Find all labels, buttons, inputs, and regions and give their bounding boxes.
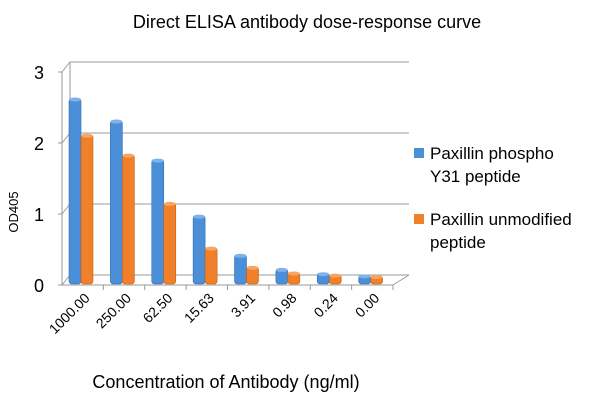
bar-top xyxy=(163,201,176,206)
bar-top xyxy=(205,246,218,251)
bar xyxy=(192,215,206,285)
x-tick-label: 1000.00 xyxy=(46,290,93,337)
legend-label: Paxillin unmodified xyxy=(430,210,572,229)
legend-swatch xyxy=(414,214,424,224)
bar-top xyxy=(370,275,383,280)
legend-swatch xyxy=(414,148,424,158)
bar xyxy=(110,120,123,285)
x-tick-label: 0.00 xyxy=(352,290,383,321)
bar-top xyxy=(275,267,288,272)
chart-title: Direct ELISA antibody dose-response curv… xyxy=(133,12,481,32)
bar xyxy=(234,254,247,285)
bar-top xyxy=(81,133,93,138)
x-tick-label: 62.50 xyxy=(139,290,175,326)
bar-top xyxy=(287,271,300,276)
x-tick-label: 3.91 xyxy=(228,290,259,321)
bar xyxy=(80,134,94,285)
x-tick-label: 15.63 xyxy=(181,290,217,326)
bar xyxy=(122,154,135,285)
legend-label: peptide xyxy=(430,233,486,252)
bar-top xyxy=(317,272,330,277)
bar xyxy=(163,202,177,285)
x-axis-label: Concentration of Antibody (ng/ml) xyxy=(92,372,359,392)
floor-edge xyxy=(392,274,410,286)
x-tick-label: 0.98 xyxy=(269,290,300,321)
bar-top xyxy=(246,265,259,270)
bar-top xyxy=(358,274,371,279)
gridline-depth xyxy=(61,132,71,144)
y-tick-label: 0 xyxy=(34,276,44,296)
y-tick-label: 3 xyxy=(34,63,44,83)
y-tick-label: 1 xyxy=(34,205,44,225)
gridline-depth xyxy=(61,61,71,73)
x-tick-label: 250.00 xyxy=(93,290,135,332)
x-tick-label: 0.24 xyxy=(310,290,341,321)
bar-top xyxy=(234,253,247,258)
bar-top xyxy=(329,273,342,278)
bar xyxy=(204,247,218,285)
gridline-depth xyxy=(61,203,71,215)
bar xyxy=(151,159,165,285)
y-tick-label: 2 xyxy=(34,134,44,154)
bar xyxy=(68,98,82,285)
y-axis-label: OD405 xyxy=(6,191,21,232)
bar-top xyxy=(193,214,206,219)
bar-top xyxy=(110,119,123,124)
bar-top xyxy=(122,153,135,158)
gridline-depth xyxy=(61,274,71,286)
legend-label: Y31 peptide xyxy=(430,167,521,186)
legend-label: Paxillin phospho xyxy=(430,144,554,163)
bar-top xyxy=(69,97,81,102)
bar-top xyxy=(151,158,164,163)
